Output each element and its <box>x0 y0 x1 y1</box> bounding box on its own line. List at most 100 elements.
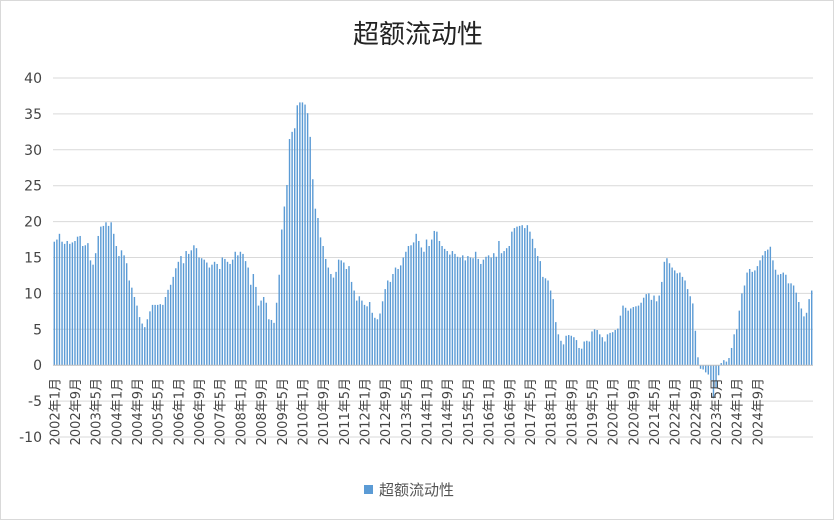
bar <box>534 248 536 366</box>
bar <box>454 253 456 366</box>
bar <box>684 280 686 366</box>
bar <box>464 260 467 366</box>
x-tick-label: 2002年9月 <box>69 378 84 445</box>
bar <box>565 335 567 366</box>
bar <box>175 268 177 366</box>
bar <box>511 231 513 366</box>
bar <box>513 228 516 366</box>
bar <box>278 274 280 366</box>
bar <box>410 245 412 366</box>
bar <box>596 330 598 366</box>
x-tick-label: 2016年1月 <box>483 378 498 445</box>
y-tick-label: -10 <box>19 430 42 446</box>
bar <box>705 365 707 373</box>
x-tick-label: 2018年9月 <box>565 378 580 445</box>
bar <box>469 257 472 366</box>
bar <box>102 225 105 366</box>
bar <box>221 257 224 366</box>
bar <box>343 262 345 366</box>
bar <box>154 304 156 366</box>
x-tick-label: 2010年1月 <box>296 378 311 445</box>
bar <box>707 365 710 375</box>
bar <box>363 304 366 366</box>
x-tick-label: 2018年1月 <box>545 378 560 445</box>
bar <box>353 290 355 366</box>
bar <box>123 255 125 366</box>
bar <box>374 317 376 366</box>
bar <box>699 365 702 369</box>
bar <box>480 263 482 366</box>
bar <box>808 299 810 366</box>
bar <box>686 289 689 366</box>
bar <box>640 302 642 366</box>
bar <box>542 276 544 366</box>
x-axis: 2002年1月 2002年9月 2003年5月 2004年1月 2004年9月 2005年… <box>48 378 766 445</box>
bar <box>110 222 112 366</box>
bar <box>562 344 565 366</box>
x-tick-label: 2024年9月 <box>751 378 766 445</box>
bar <box>185 251 187 366</box>
bar <box>544 278 547 366</box>
x-tick-label: 2003年5月 <box>90 378 105 445</box>
y-tick-label: 20 <box>24 215 42 231</box>
bar <box>736 329 738 366</box>
bar <box>94 253 97 366</box>
x-tick-label: 2017年5月 <box>524 378 539 445</box>
x-tick-label: 2015年5月 <box>462 378 477 445</box>
x-tick-label: 2021年5月 <box>648 378 663 445</box>
bar <box>583 341 585 366</box>
y-axis: -10 -5 0 5 10 15 20 25 30 35 40 <box>19 71 42 446</box>
bar <box>335 271 337 366</box>
bar <box>273 322 275 366</box>
bar <box>774 269 777 366</box>
x-tick-label: 2014年1月 <box>421 378 436 445</box>
bar <box>350 281 353 366</box>
bar <box>206 262 208 366</box>
bar <box>568 335 570 366</box>
bar <box>293 128 296 366</box>
bar <box>244 261 247 366</box>
x-tick-label: 2019年5月 <box>586 378 601 445</box>
bar <box>746 272 748 366</box>
bar <box>728 358 730 366</box>
y-tick-label: 25 <box>24 179 42 195</box>
bar <box>144 327 146 366</box>
grid-lines <box>53 77 813 438</box>
bar <box>219 268 221 366</box>
bar <box>619 315 622 366</box>
bar <box>216 263 218 366</box>
bar <box>242 253 244 366</box>
bar <box>795 292 797 366</box>
bar <box>661 281 663 366</box>
bar <box>237 255 239 366</box>
bar <box>420 247 423 366</box>
bar <box>392 274 394 366</box>
bar <box>412 242 415 366</box>
bar <box>557 334 560 366</box>
bar <box>792 285 795 366</box>
bar <box>180 256 182 366</box>
bar <box>570 335 573 366</box>
bar <box>162 304 164 366</box>
y-tick-label: 10 <box>24 286 42 302</box>
x-tick-label: 2004年9月 <box>131 378 146 445</box>
bar <box>348 266 350 366</box>
bar <box>609 332 611 366</box>
bar <box>195 248 198 366</box>
bar <box>87 243 89 366</box>
bar <box>247 267 249 366</box>
bar <box>118 256 120 366</box>
bar <box>340 260 342 366</box>
bar <box>125 263 128 366</box>
x-tick-label: 2022年1月 <box>669 378 684 445</box>
bar <box>748 268 751 366</box>
x-tick-label: 2020年1月 <box>607 378 622 445</box>
bar <box>712 365 715 399</box>
bar <box>803 316 805 366</box>
bar <box>239 251 242 366</box>
bar <box>138 317 141 366</box>
bar <box>697 357 699 366</box>
bar <box>407 246 410 366</box>
bar <box>443 248 446 366</box>
bar <box>309 136 311 366</box>
